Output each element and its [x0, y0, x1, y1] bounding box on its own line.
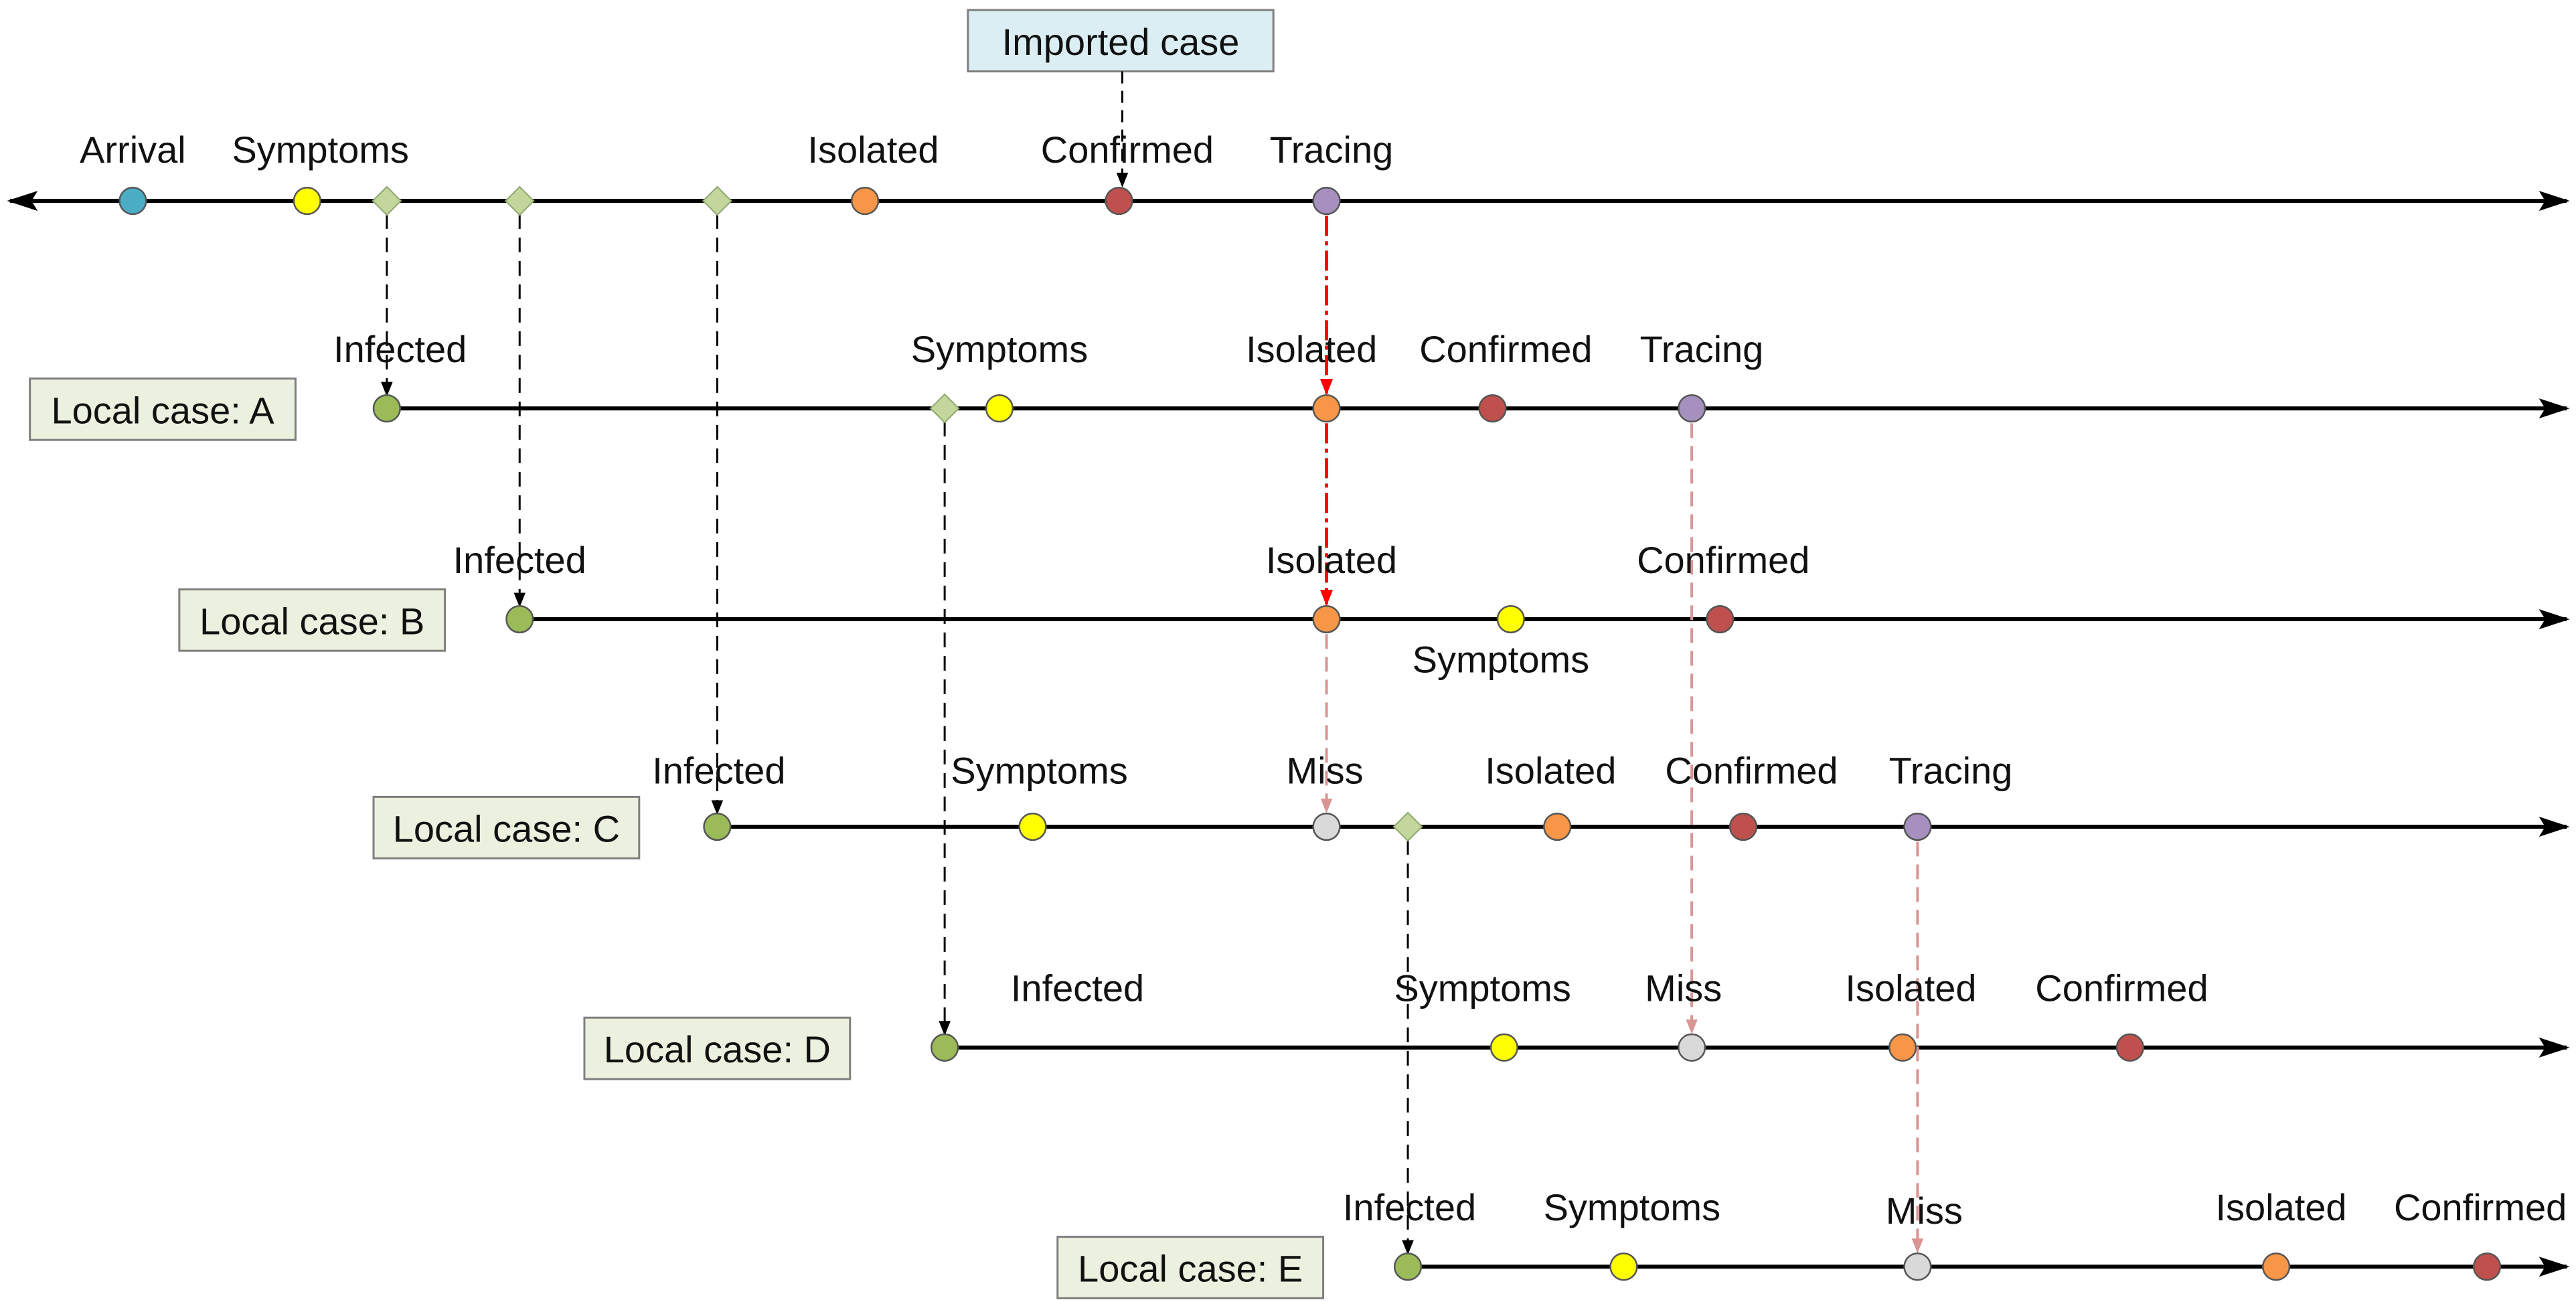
symptoms-event-label: Symptoms [1544, 1186, 1721, 1228]
transmission-event-marker [702, 185, 732, 216]
event-labels: Arrival Symptoms Isolated Confirmed Tracing I… [80, 129, 2567, 1232]
case-label-box: Local case: B [178, 588, 447, 652]
transmission-event-marker [929, 393, 960, 424]
confirmed-event-label: Confirmed [1637, 539, 1809, 581]
confirmed-event-marker [2115, 1033, 2144, 1062]
symptoms-event-label: Symptoms [1413, 639, 1590, 681]
imported-case-rect [967, 9, 1275, 73]
case-label-box: Local case: A [29, 377, 297, 441]
isolated-event-label: Isolated [2215, 1186, 2346, 1228]
miss-event-marker [1678, 1033, 1706, 1062]
symptoms-event-marker [293, 186, 321, 216]
event-markers [118, 185, 2502, 1281]
case-label-box: Local case: C [372, 795, 641, 860]
confirmed-event-marker [1728, 812, 1758, 841]
symptoms-event-label: Symptoms [911, 328, 1089, 370]
confirmed-event-label: Confirmed [1041, 129, 1214, 171]
miss-event-label: Miss [1645, 967, 1722, 1009]
confirmed-event-marker [1105, 186, 1133, 216]
transmission-event-marker [504, 185, 535, 216]
case-label-rect [178, 588, 447, 652]
miss-event-marker [1312, 812, 1341, 841]
tracing-event-label: Tracing [1270, 129, 1394, 171]
tracing-event-label: Tracing [1889, 750, 2013, 792]
isolated-event-marker [1543, 812, 1572, 841]
infected-event-marker [1393, 1252, 1423, 1281]
case-label-box: Local case: D [583, 1016, 852, 1080]
case-label-rect [583, 1016, 852, 1080]
symptoms-event-marker [1490, 1033, 1518, 1062]
isolated-event-label: Isolated [1845, 967, 1976, 1009]
case-label-boxes: Local case: A Local case: B Local case: C L… [29, 377, 1325, 1299]
tracing-event-label: Tracing [1640, 328, 1764, 370]
isolated-event-marker [850, 186, 880, 216]
infected-event-label: Infected [453, 539, 586, 581]
transmission-event-marker [372, 185, 402, 216]
case-label: Local case: B [199, 600, 424, 642]
case-label-box: Local case: E [1056, 1236, 1325, 1299]
confirmed-event-label: Confirmed [1665, 750, 1838, 792]
infected-event-marker [372, 394, 401, 423]
confirmed-event-marker [1706, 604, 1735, 634]
transmission-event-marker [1392, 811, 1423, 842]
isolated-event-label: Isolated [807, 129, 939, 171]
isolated-event-label: Isolated [1266, 539, 1397, 581]
confirmed-event-marker [1478, 394, 1507, 423]
isolated-event-marker [2261, 1252, 2291, 1281]
isolated-event-marker [1312, 604, 1341, 634]
timeline-axes [7, 191, 2570, 1277]
miss-event-label: Miss [1886, 1190, 1963, 1232]
case-label: Local case: A [51, 389, 274, 431]
case-label-rect [372, 795, 641, 860]
isolated-event-marker [1888, 1033, 1917, 1062]
imported-case-label: Imported case [1002, 21, 1240, 63]
infected-event-marker [505, 604, 534, 634]
case-label: Local case: E [1078, 1248, 1303, 1290]
tracing-event-marker [1903, 812, 1932, 841]
infected-event-label: Infected [333, 328, 467, 370]
symptoms-event-marker [1609, 1252, 1638, 1281]
case-label-rect [29, 377, 297, 441]
miss-event-marker [1903, 1252, 1932, 1281]
symptoms-event-marker [1018, 812, 1047, 841]
confirmed-event-marker [2472, 1252, 2502, 1281]
tracing-event-marker [1678, 394, 1706, 423]
arrival-event-label: Arrival [80, 129, 186, 171]
symptoms-event-marker [1496, 604, 1525, 634]
infected-event-label: Infected [1011, 967, 1144, 1009]
miss-event-label: Miss [1286, 750, 1363, 792]
isolated-event-label: Isolated [1485, 750, 1616, 792]
arrival-event-marker [118, 186, 147, 216]
transmission-links [381, 71, 1924, 1255]
symptoms-event-label: Symptoms [1394, 967, 1571, 1009]
symptoms-event-label: Symptoms [232, 129, 409, 171]
isolated-event-label: Isolated [1246, 328, 1377, 370]
case-label-rect [1056, 1236, 1325, 1299]
infected-event-marker [931, 1033, 959, 1062]
confirmed-event-label: Confirmed [2035, 967, 2208, 1009]
tracing-event-marker [1312, 186, 1341, 216]
infected-event-label: Infected [652, 750, 785, 792]
confirmed-event-label: Confirmed [1419, 328, 1592, 370]
symptoms-event-marker [985, 394, 1014, 423]
isolated-event-marker [1312, 394, 1341, 423]
case-label: Local case: C [393, 807, 620, 849]
symptoms-event-label: Symptoms [951, 750, 1128, 792]
infected-event-marker [703, 812, 732, 841]
imported-case-box: Imported case [967, 9, 1275, 73]
case-label: Local case: D [604, 1028, 831, 1070]
infected-event-label: Infected [1343, 1186, 1476, 1228]
confirmed-event-label: Confirmed [2394, 1186, 2567, 1228]
